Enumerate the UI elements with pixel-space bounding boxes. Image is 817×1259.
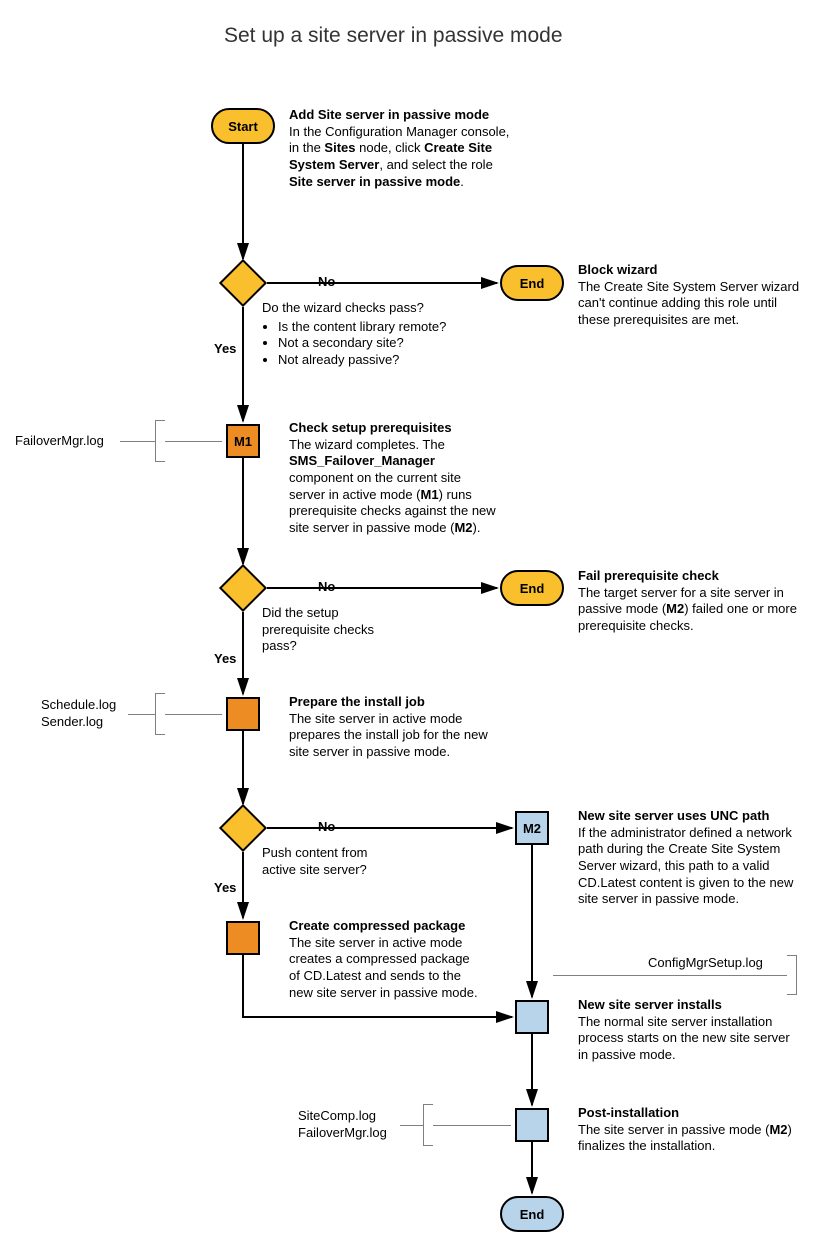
bracket-1 xyxy=(155,420,165,462)
compressed-package-node xyxy=(226,921,260,955)
post-install-text: Post-installation The site server in pas… xyxy=(578,1105,808,1155)
step-add-site-server-text: Add Site server in passive mode In the C… xyxy=(289,107,529,190)
log-failovermgr: FailoverMgr.log xyxy=(15,433,104,450)
bracket-4-stem-r xyxy=(433,1125,511,1126)
fail-prereq-text: Fail prerequisite check The target serve… xyxy=(578,568,808,635)
bracket-1-stem-r xyxy=(165,441,222,442)
bracket-4 xyxy=(423,1104,433,1146)
end-node-3: End xyxy=(500,1196,564,1232)
start-node: Start xyxy=(211,108,275,144)
decision-wizard-checks xyxy=(219,259,267,307)
end-node-2: End xyxy=(500,570,564,606)
bracket-3 xyxy=(787,955,797,995)
installs-text: New site server installs The normal site… xyxy=(578,997,808,1064)
bracket-3-stem-r xyxy=(638,975,787,976)
d3-yes-label: Yes xyxy=(214,880,236,895)
log-configmgrsetup: ConfigMgrSetup.log xyxy=(648,955,763,972)
prepare-install-text: Prepare the install job The site server … xyxy=(289,694,519,761)
log-schedule-sender: Schedule.log Sender.log xyxy=(41,697,116,731)
d2-yes-label: Yes xyxy=(214,651,236,666)
d3-no-label: No xyxy=(318,819,335,834)
d2-no-label: No xyxy=(318,579,335,594)
step1-title: Add Site server in passive mode xyxy=(289,107,489,122)
d3-question: Push content from active site server? xyxy=(262,845,402,878)
installs-node xyxy=(515,1000,549,1034)
bracket-4-stem-l xyxy=(400,1125,423,1126)
m1-node: M1 xyxy=(226,424,260,458)
m2-node: M2 xyxy=(515,811,549,845)
bracket-2 xyxy=(155,693,165,735)
decision-push-content xyxy=(219,804,267,852)
d1-yes-label: Yes xyxy=(214,341,236,356)
bracket-2-stem-r xyxy=(165,714,222,715)
page-title: Set up a site server in passive mode xyxy=(224,24,563,48)
check-prereq-text: Check setup prerequisites The wizard com… xyxy=(289,420,519,536)
d1-no-label: No xyxy=(318,274,335,289)
end-node-1: End xyxy=(500,265,564,301)
start-label: Start xyxy=(228,119,258,134)
post-install-node xyxy=(515,1108,549,1142)
d2-question: Did the setup prerequisite checks pass? xyxy=(262,605,392,655)
bracket-2-stem-l xyxy=(128,714,155,715)
bracket-1-stem-l xyxy=(120,441,155,442)
unc-path-text: New site server uses UNC path If the adm… xyxy=(578,808,808,908)
prepare-install-node xyxy=(226,697,260,731)
d1-question: Do the wizard checks pass? Is the conten… xyxy=(262,300,472,369)
bracket-3-stem-l xyxy=(553,975,638,976)
decision-prereq-pass xyxy=(219,564,267,612)
compressed-package-text: Create compressed package The site serve… xyxy=(289,918,489,1001)
log-sitecomp-failover: SiteComp.log FailoverMgr.log xyxy=(298,1108,387,1142)
flowchart-canvas: Set up a site server in passive mode xyxy=(0,0,817,1259)
block-wizard-text: Block wizard The Create Site System Serv… xyxy=(578,262,808,329)
